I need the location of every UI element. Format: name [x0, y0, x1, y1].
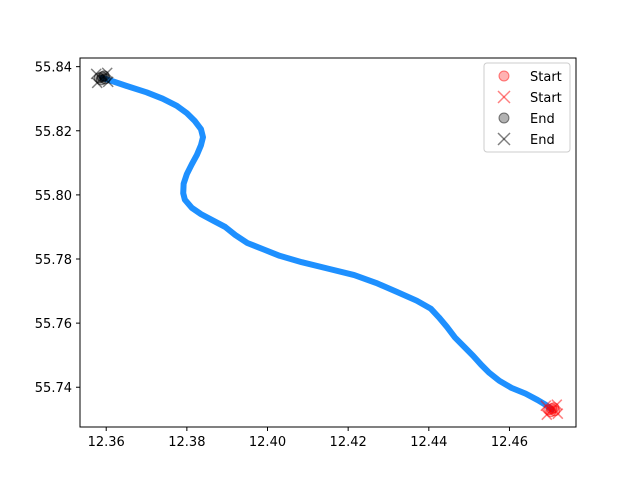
y-tick-label: 55.82 — [35, 125, 72, 140]
legend-marker-x — [497, 132, 511, 146]
series-layer — [99, 74, 555, 413]
start-marker-cross — [551, 399, 563, 411]
y-tick-label: 55.78 — [35, 253, 72, 268]
x-tick-label: 12.46 — [491, 435, 528, 450]
legend-label: Start — [530, 91, 562, 106]
legend-marker-circle — [498, 112, 510, 124]
start-marker-cross — [552, 408, 564, 420]
markers-layer — [90, 67, 564, 421]
end-marker-cross — [91, 77, 103, 89]
end-marker-cross — [101, 67, 113, 79]
x-tick-label: 12.40 — [249, 435, 286, 450]
legend: Start Start End End — [483, 62, 571, 153]
ticks-layer: 12.36 12.38 12.40 12.42 12.44 12.46 55.74 55.76… — [35, 61, 528, 450]
y-tick-label: 55.74 — [35, 381, 72, 396]
x-tick-label: 12.36 — [88, 435, 125, 450]
y-tick-label: 55.84 — [35, 61, 72, 76]
end-marker-cross — [102, 76, 114, 88]
legend-label: Start — [530, 70, 562, 85]
x-tick-label: 12.44 — [410, 435, 447, 450]
legend-marker-circle — [498, 70, 510, 82]
end-marker-cross — [90, 68, 102, 80]
y-tick-label: 55.80 — [35, 189, 72, 204]
x-tick-label: 12.42 — [330, 435, 367, 450]
end-marker — [90, 67, 114, 89]
legend-label: End — [530, 133, 555, 148]
start-marker — [540, 399, 564, 421]
legend-marker-x — [497, 90, 511, 104]
legend-label: End — [530, 112, 555, 127]
start-marker-cross — [540, 400, 552, 412]
start-marker-cross — [541, 409, 553, 421]
plot-frame — [79, 57, 577, 428]
y-tick-label: 55.76 — [35, 317, 72, 332]
legend-box — [483, 62, 571, 153]
series-line-track — [99, 74, 555, 413]
x-tick-label: 12.38 — [168, 435, 205, 450]
